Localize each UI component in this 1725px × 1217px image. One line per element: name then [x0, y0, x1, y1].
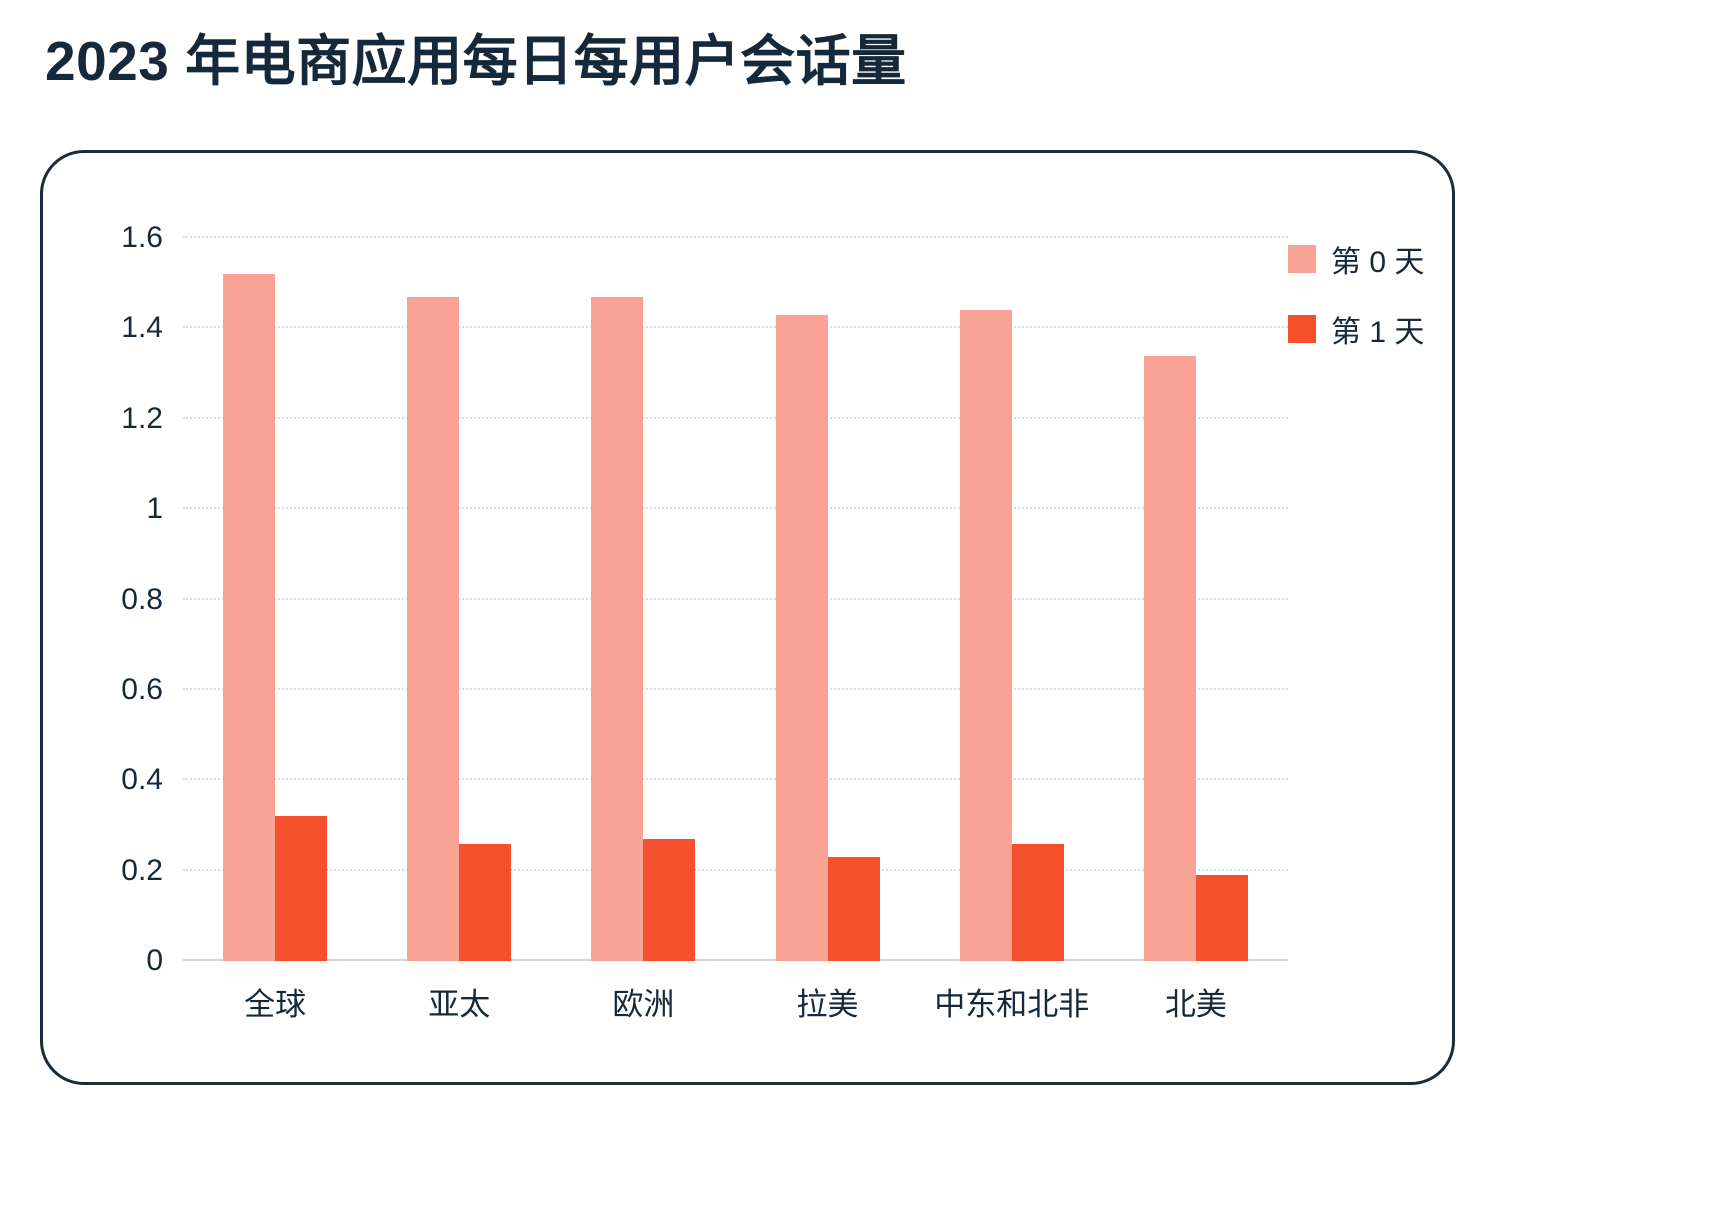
- bar-series-0: [1143, 355, 1196, 961]
- chart-card: 0 0.2 0.4 0.6 0.8 1 1.2 1.4 1.6 全球 亚太 欧洲 拉美 中东和北非 北美 …: [40, 150, 1455, 1085]
- legend-label: 第 0 天: [1331, 246, 1425, 279]
- bar-group: 拉美: [775, 238, 880, 1022]
- gridline: [183, 597, 1288, 600]
- x-axis-category-label: 中东和北非: [934, 987, 1090, 1022]
- gridline: [183, 778, 1288, 781]
- bar-series-0: [959, 310, 1012, 961]
- plot-area: 0 0.2 0.4 0.6 0.8 1 1.2 1.4 1.6 全球 亚太 欧洲 拉美 中东和北非 北美: [121, 221, 1288, 1022]
- gridline: [183, 326, 1288, 329]
- x-axis-category-label: 全球: [244, 987, 307, 1022]
- gridline: [183, 687, 1288, 690]
- bar-group: 亚太: [407, 238, 512, 1022]
- bar-series-1: [1195, 875, 1248, 961]
- bar-series-1: [827, 857, 880, 961]
- bar-series-1: [459, 843, 512, 961]
- gridline: [183, 507, 1288, 510]
- y-axis-tick-label: 0: [146, 944, 163, 977]
- bar-group: 欧洲: [591, 238, 696, 1022]
- bar-group: 北美: [1143, 238, 1248, 1022]
- y-axis-tick-label: 0.4: [121, 763, 163, 797]
- x-axis-category-label: 亚太: [428, 987, 491, 1022]
- legend-swatch-icon: [1288, 245, 1316, 273]
- bar-group: 全球: [223, 238, 328, 1022]
- bar-series-0: [591, 296, 644, 961]
- y-axis-tick-label: 1: [146, 492, 163, 526]
- legend-swatch-icon: [1288, 315, 1316, 343]
- legend-item: 第 0 天: [1288, 237, 1424, 281]
- y-axis-labels: 0 0.2 0.4 0.6 0.8 1 1.2 1.4 1.6: [121, 221, 1288, 977]
- bar-series-0: [407, 296, 460, 961]
- y-axis-tick-label: 0.8: [121, 582, 163, 616]
- gridline: [183, 236, 1288, 238]
- legend-item: 第 1 天: [1288, 307, 1424, 351]
- chart-title: 2023 年电商应用每日每用户会话量: [45, 30, 907, 92]
- legend-label: 第 1 天: [1331, 316, 1425, 349]
- chart-legend: 第 0 天第 1 天: [1288, 237, 1424, 351]
- bar-series-1: [643, 839, 696, 961]
- y-axis-tick-label: 0.2: [121, 853, 163, 887]
- bar-series-0: [775, 314, 828, 961]
- x-axis-category-label: 欧洲: [612, 987, 675, 1022]
- y-axis-tick-label: 1.6: [121, 221, 163, 254]
- gridline: [183, 416, 1288, 419]
- bar-series-1: [1011, 843, 1064, 961]
- bars-layer: 全球 亚太 欧洲 拉美 中东和北非 北美: [183, 238, 1288, 1022]
- y-axis-tick-label: 0.6: [121, 672, 163, 706]
- x-axis-category-label: 拉美: [796, 987, 859, 1022]
- bar-series-1: [275, 816, 328, 961]
- x-axis-baseline: [183, 959, 1288, 961]
- bar-series-0: [223, 274, 276, 961]
- y-axis-tick-label: 1.4: [121, 311, 163, 345]
- gridlines-layer: [183, 236, 1288, 961]
- bar-group: 中东和北非: [934, 238, 1089, 1022]
- x-axis-category-label: 北美: [1164, 987, 1227, 1022]
- gridline: [183, 868, 1288, 871]
- y-axis-tick-label: 1.2: [121, 401, 163, 435]
